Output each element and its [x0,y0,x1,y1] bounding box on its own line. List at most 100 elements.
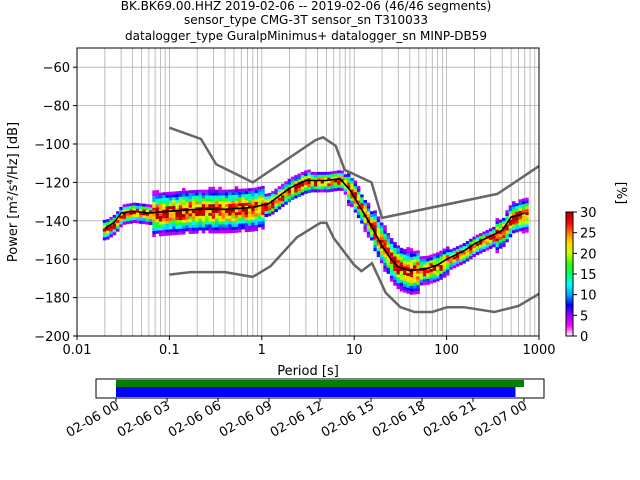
heat-cell [399,253,404,257]
heat-cell [343,180,348,184]
heat-cell [188,196,193,200]
heat-cell [231,195,235,199]
heat-cell [485,238,490,242]
heat-cell [512,209,516,213]
heat-cell [175,205,179,209]
heat-cell [248,191,252,195]
heat-cell [399,271,404,275]
heat-cell [459,244,463,248]
heat-cell [429,263,433,267]
heat-cell [360,194,364,198]
heat-cell [350,198,354,202]
heat-cell [343,188,348,192]
heat-cell [472,239,476,243]
heat-cell [482,234,486,238]
heat-cell [505,213,509,217]
heat-cell [399,279,404,283]
heat-cell [254,222,259,226]
heat-cell [175,194,179,198]
heat-cell [525,229,529,233]
heat-cell [403,257,407,261]
x-tick-label: 0.01 [63,343,92,358]
heat-cell [353,195,358,199]
heat-cell [162,198,166,202]
heat-cell [238,200,242,204]
heat-cell [347,182,351,186]
heat-cell [389,249,394,253]
heat-cell [241,217,245,221]
heat-cell [208,186,212,190]
heat-cell [215,189,219,193]
heat-cell [300,186,305,190]
heat-cell [356,206,361,210]
heat-cell [274,188,278,192]
heat-cell [515,214,519,218]
heat-cell [485,232,490,236]
heat-cell [366,205,371,209]
heat-cell [218,198,222,202]
heat-cell [521,224,526,228]
heat-cell [215,192,219,196]
heat-cell [238,217,242,221]
heat-cell [195,198,199,202]
heat-cell [521,204,526,208]
heat-cell [238,197,242,201]
heat-cell [376,254,381,258]
heat-cell [317,177,321,181]
heat-cell [139,206,143,210]
heat-cell [218,201,222,205]
heat-cell [284,198,288,202]
heat-cell [129,209,133,213]
heat-cell [224,204,229,208]
heat-cell [383,265,387,269]
heat-cell [383,233,387,237]
heat-cell [290,196,295,200]
heat-cell [102,234,107,238]
heat-cell [363,220,367,224]
heat-cell [380,237,384,241]
heat-cell [376,239,381,243]
heat-cell [102,222,107,226]
heat-cell [363,229,367,233]
heat-cell [284,195,288,199]
heat-cell [152,222,156,226]
heat-cell [191,227,196,231]
heat-cell [122,215,127,219]
heat-cell [366,217,371,221]
heat-cell [439,250,443,254]
heat-cell [442,274,447,278]
heat-cell [261,226,265,230]
heat-cell [469,253,473,257]
heat-cell [399,288,404,292]
heat-cell [393,276,397,280]
heat-cell [238,220,242,224]
heat-cell [142,215,146,219]
heat-cell [353,206,358,210]
heat-cell [188,225,193,229]
heat-cell [244,202,249,206]
heat-cell [208,218,212,222]
heat-cell [380,228,384,232]
heat-cell [195,218,199,222]
heat-cell [139,209,143,213]
heat-cell [366,202,371,206]
heat-cell [307,187,311,191]
heat-cell [297,179,301,183]
heat-cell [168,194,173,198]
heat-cell [343,185,348,189]
heat-cell [521,201,526,205]
heat-cell [320,177,325,181]
heat-cell [495,229,499,233]
heat-cell [505,218,509,222]
heat-cell [380,245,384,249]
heat-cell [238,226,242,230]
heat-cell [224,192,229,196]
heat-cell [383,268,387,272]
heat-cell [231,198,235,202]
heat-cell [413,288,417,292]
heat-cell [502,238,506,242]
heat-cell [188,199,193,203]
heat-cell [455,254,460,258]
heat-cell [360,220,364,224]
heat-cell [525,200,529,204]
